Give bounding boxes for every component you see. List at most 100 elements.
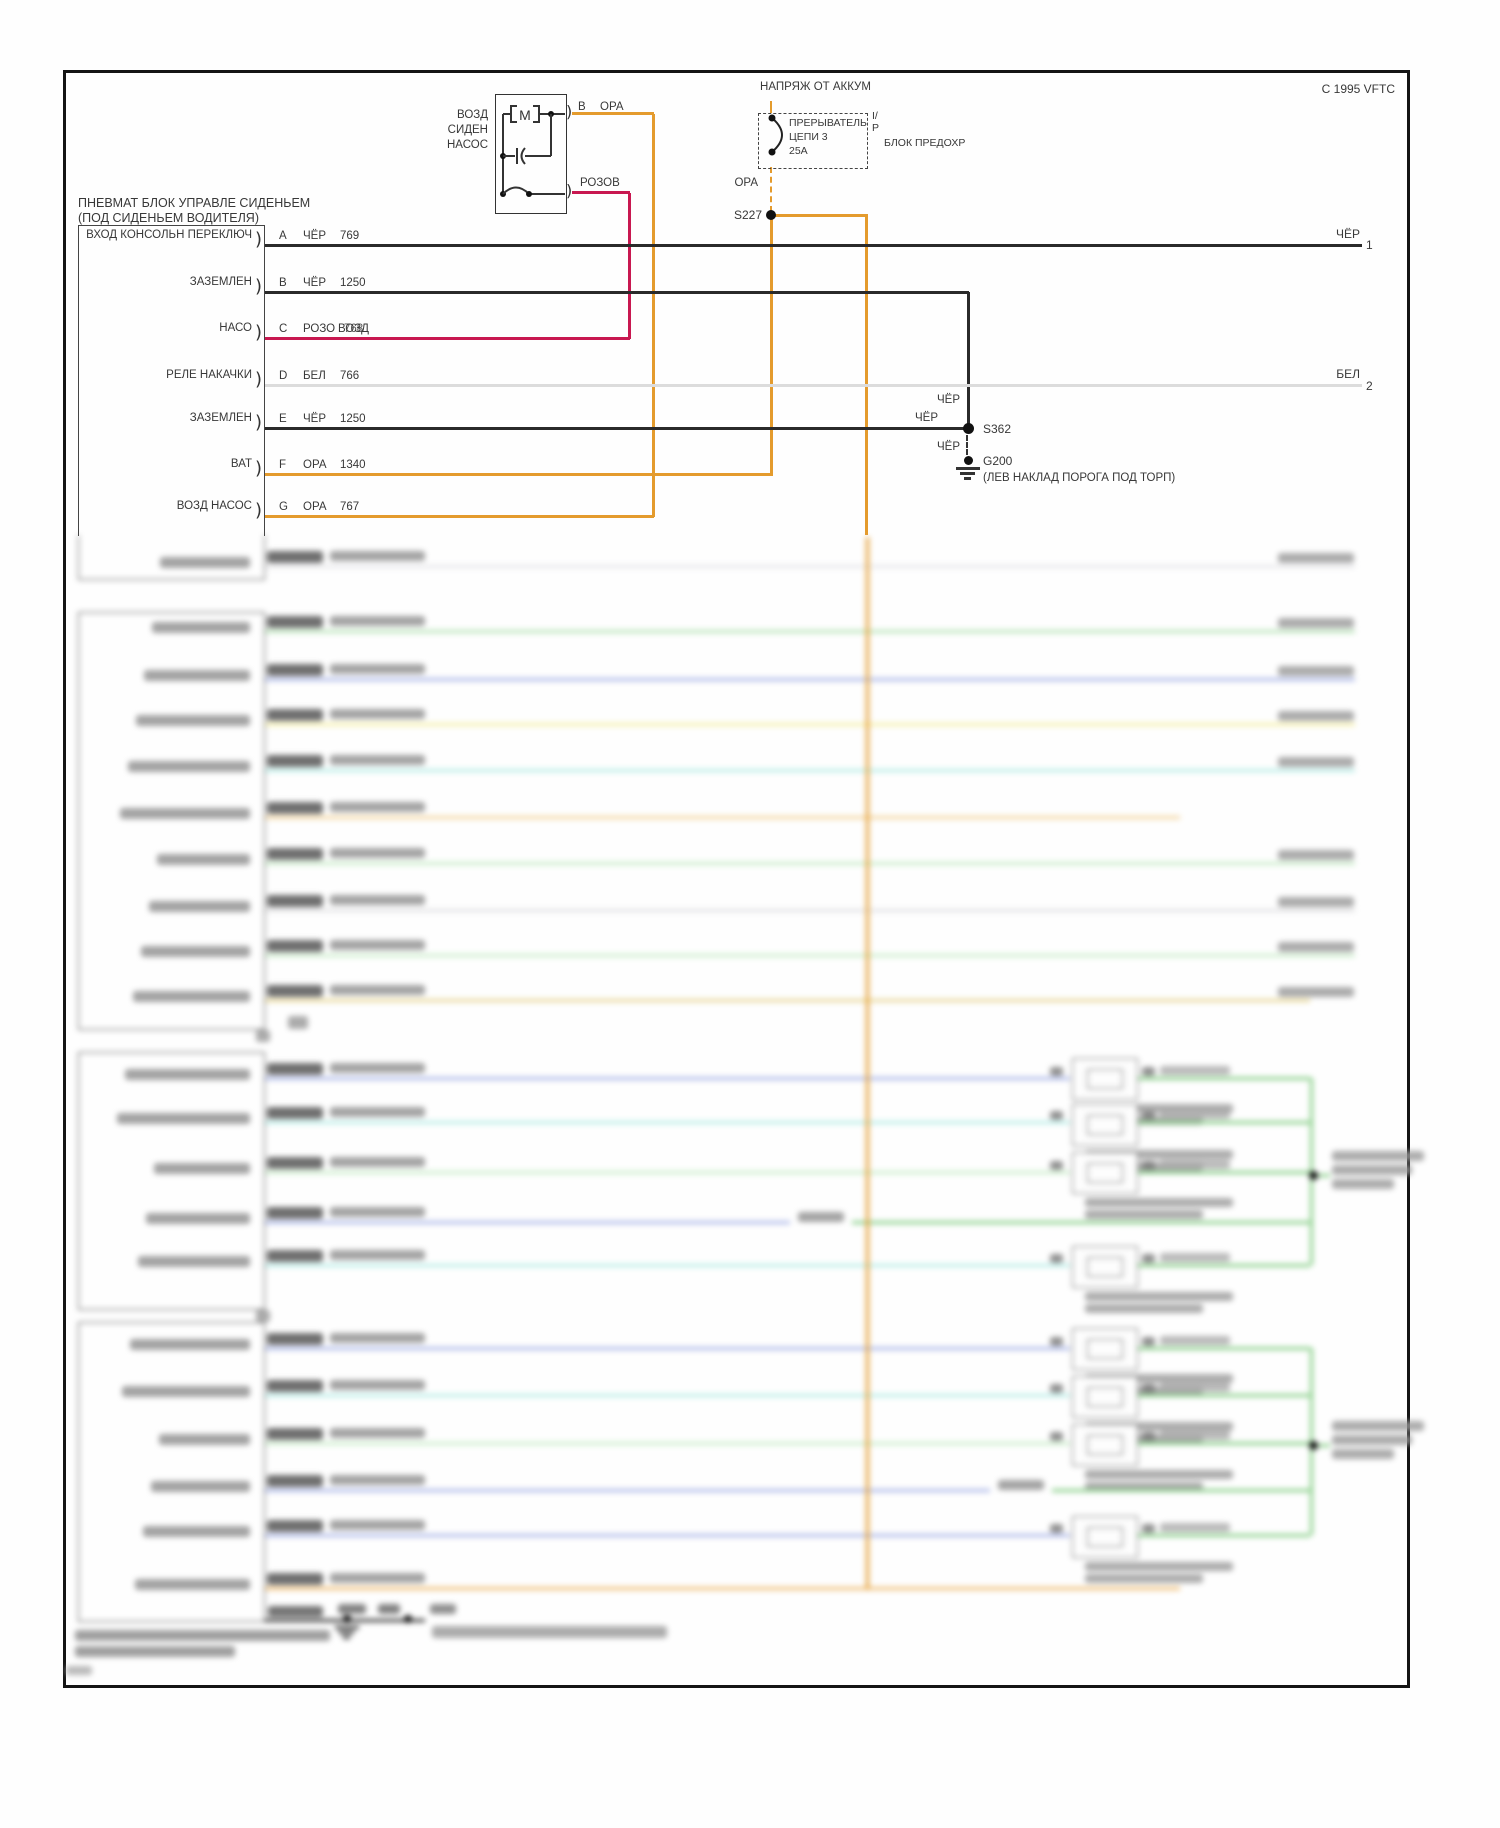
illegible-text-blob	[267, 1428, 323, 1440]
illegible-text-blob	[1160, 1160, 1230, 1169]
illegible-text-blob	[330, 940, 425, 950]
blurred-junction-dot	[1308, 1170, 1318, 1180]
splice-dot	[963, 423, 974, 434]
blurred-wiring-section	[0, 535, 1500, 1695]
diagram-border	[63, 70, 1410, 1688]
illegible-text-blob	[267, 616, 323, 628]
illegible-text-blob	[1142, 1067, 1155, 1076]
illegible-text-blob	[1085, 1562, 1233, 1571]
illegible-text-blob	[1160, 1336, 1230, 1345]
breaker-box	[758, 113, 868, 169]
illegible-text-blob	[330, 551, 425, 561]
illegible-text-blob	[330, 1250, 425, 1260]
blurred-wire	[265, 678, 1355, 681]
wire-color: ОРА	[303, 459, 327, 471]
blurred-connector-inner	[1087, 1387, 1123, 1407]
orange-wire-1340-vertical	[770, 215, 773, 475]
blurred-wire	[265, 1489, 990, 1492]
pump-label: ВОЗД СИДЕН НАСОС	[388, 108, 488, 153]
ground-dashed-wire	[966, 435, 968, 455]
blurred-connector-box	[1072, 1424, 1138, 1466]
pin-letter: С	[279, 323, 288, 335]
blurred-connector-inner	[1087, 1435, 1123, 1455]
illegible-text-blob	[1332, 1421, 1424, 1431]
illegible-text-blob	[267, 1573, 323, 1585]
illegible-text-blob	[330, 1333, 425, 1343]
ground-id: G200	[983, 454, 1013, 468]
blurred-connector-box	[1072, 1246, 1138, 1288]
illegible-text-blob	[75, 1646, 235, 1657]
overlapping-text: 768	[344, 323, 364, 335]
illegible-text-blob	[1332, 1165, 1412, 1175]
illegible-text-blob	[330, 1520, 425, 1530]
pin-letter: F	[279, 459, 287, 471]
module-title-line1: ПНЕВМАТ БЛОК УПРАВЛЕ СИДЕНЬЕМ	[78, 196, 311, 210]
ground-icon	[956, 467, 980, 470]
illegible-text-blob	[267, 1333, 323, 1345]
illegible-text-blob	[152, 622, 250, 633]
wire-row-g	[265, 515, 654, 518]
blurred-connector-inner	[1087, 1257, 1123, 1277]
blurred-connector-box	[1072, 1328, 1138, 1370]
illegible-text-blob	[1332, 1151, 1424, 1161]
illegible-text-blob	[157, 854, 250, 865]
blurred-wire	[265, 1264, 1070, 1267]
illegible-text-blob	[1085, 1116, 1203, 1125]
illegible-text-blob	[1142, 1337, 1155, 1346]
pump-motor-wire	[572, 112, 654, 115]
blurred-wire	[265, 1394, 1070, 1397]
illegible-text-blob	[1050, 1384, 1063, 1393]
ground-dot	[964, 456, 973, 465]
module-title-line2: (ПОД СИДЕНЬЕМ ВОДИТЕЛЯ)	[78, 211, 259, 225]
illegible-text-blob	[133, 991, 250, 1002]
illegible-text-blob	[1142, 1161, 1155, 1170]
illegible-text-blob	[268, 1606, 323, 1617]
exit-wire-color: ЧЁР	[1335, 227, 1360, 241]
wire-color: ЧЁР	[303, 277, 327, 289]
illegible-text-blob	[267, 1157, 323, 1169]
illegible-text-blob	[267, 1520, 323, 1532]
illegible-text-blob	[1278, 987, 1354, 997]
pin-label: РЕЛЕ НАКАЧКИ	[166, 369, 252, 381]
illegible-text-blob	[141, 946, 250, 957]
wire-color: ЧЁР	[936, 441, 960, 453]
blurred-wire	[265, 1077, 1070, 1080]
illegible-text-blob	[1085, 1210, 1203, 1219]
illegible-text-blob	[378, 1604, 400, 1614]
pin-label: ВОЗД НАСОС	[176, 500, 252, 512]
blurred-wire	[1310, 1444, 1330, 1447]
illegible-text-blob	[338, 1604, 366, 1614]
connector-pin-icon: )	[255, 369, 263, 390]
pump-label-line: ВОЗД	[457, 109, 488, 121]
illegible-text-blob	[1160, 1383, 1230, 1392]
pin-letter: А	[279, 230, 287, 242]
blurred-module-box	[78, 612, 265, 1030]
blurred-wire	[265, 816, 1180, 819]
blurred-wire	[1138, 1347, 1310, 1350]
breaker-circuit: ЦЕПИ 3	[789, 131, 828, 143]
illegible-text-blob	[330, 1157, 425, 1167]
orange-wire-767-vertical	[652, 114, 655, 517]
wire-row-b	[265, 291, 969, 294]
blurred-wire	[852, 1221, 1310, 1224]
pump-motor-icon: М	[500, 105, 565, 197]
illegible-text-blob	[1278, 711, 1354, 721]
illegible-text-blob	[330, 755, 425, 765]
connector-pin-icon: )	[566, 102, 573, 121]
ground-location-note: (ЛЕВ НАКЛАД ПОРОГА ПОД ТОРП)	[983, 472, 1176, 484]
illegible-text-blob	[267, 1107, 323, 1119]
illegible-text-blob	[330, 1063, 425, 1073]
illegible-text-blob	[330, 709, 425, 719]
illegible-text-blob	[151, 1481, 250, 1492]
illegible-text-blob	[267, 1475, 323, 1487]
battery-feed-header: НАПРЯЖ ОТ АККУМ	[760, 81, 871, 93]
pin-letter: Е	[279, 413, 287, 425]
blurred-wire	[265, 723, 1355, 726]
blurred-wire	[265, 1347, 1070, 1350]
illegible-text-blob	[1278, 618, 1354, 628]
blurred-connector-inner	[1087, 1069, 1123, 1089]
illegible-text-blob	[267, 848, 323, 860]
illegible-text-blob	[1085, 1150, 1233, 1159]
circuit-number: 769	[340, 230, 360, 242]
